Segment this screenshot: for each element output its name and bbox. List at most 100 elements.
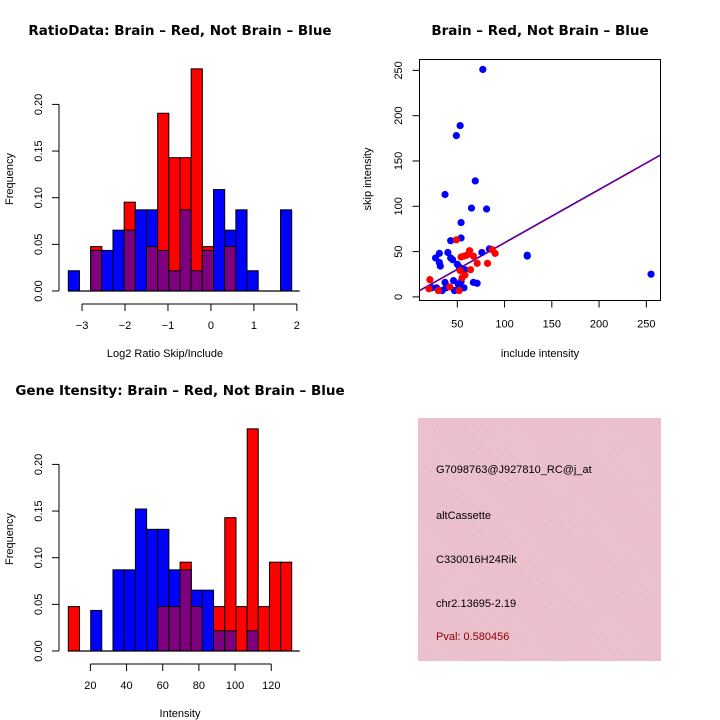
regression-line-brain [419,155,661,292]
scatter-point-not-brain [452,132,460,140]
ratio-hist-bar-overlap [179,209,192,292]
scatter-point-not-brain [473,279,481,287]
intensity-hist-bar-not-brain [146,528,159,652]
scatter-x-tick-label: 200 [590,319,608,331]
scatter-point-not-brain [457,218,465,227]
ratio-hist-bar-not-brain [280,209,293,292]
ratio-hist-bar-overlap [201,249,215,292]
intensity-hist-y-tick-label: 0.05 [33,594,45,615]
ratio-hist-y-tick-label: 0.05 [33,234,45,255]
intensity-hist-x-tick-label: 120 [262,680,280,692]
ratio-hist-bar-not-brain [112,229,125,292]
scatter-point-brain [461,271,469,279]
intensity-hist-x-tick-label: 100 [226,680,244,692]
scatter-x-tick-label: 100 [495,319,513,331]
intensity-hist-x-tick-label: 80 [193,680,205,692]
scatter-frame [419,59,661,301]
ratio-hist-bar-overlap [224,246,237,292]
ratio-hist-x-tick-label: −1 [162,320,175,332]
ratio-hist-bar-overlap [90,249,103,292]
scatter-y-tick-label: 250 [393,61,405,79]
scatter-point-brain [425,285,433,293]
intensity-hist-y-tick-label: 0.10 [33,547,45,568]
scatter-y-tick-label: 100 [393,197,405,215]
intensity-hist-bar-overlap [213,630,226,652]
scatter-point-not-brain [478,248,486,257]
ratio-hist-x-tick-label: −2 [119,320,132,332]
scatter-point-brain [473,259,481,267]
ratio-hist-y-tick-label: 0.20 [33,94,45,115]
scatter-point-brain [456,267,464,275]
scatter-point-brain [469,252,477,260]
scatter-y-tick-label: 150 [393,152,405,170]
intensity-hist-bar-brain [280,561,293,652]
ratio-hist-bar-not-brain [101,249,114,292]
intensity-hist-bar-overlap [157,606,170,652]
scatter-x-tick-label: 150 [543,319,561,331]
intensity-histogram-panel: Gene Itensity: Brain – Red, Not Brain – … [4,383,345,720]
intensity-hist-x-tick-label: 20 [84,680,96,692]
intensity-histogram-title: Gene Itensity: Brain – Red, Not Brain – … [15,383,344,399]
scatter-point-brain [452,236,460,244]
ratio-hist-x-tick-label: 2 [294,320,300,332]
intensity-hist-x-tick-label: 40 [120,680,132,692]
probe-info-panel: G7098763@J927810_RC@j_at altCassette C33… [418,418,661,661]
ratio-hist-bar-not-brain [67,270,80,292]
scatter-point-not-brain [444,248,452,257]
intensity-hist-bar-not-brain [134,508,148,652]
scatter-y-tick-label: 200 [393,106,405,124]
intensity-hist-bar-brain [268,561,282,652]
intensity-hist-bar-overlap [246,630,259,652]
ratio-hist-bar-overlap [123,229,136,292]
ratio-hist-bar-overlap [168,270,181,292]
intensity-hist-bar-overlap [190,606,203,652]
intensity-hist-bar-not-brain [201,589,215,652]
ratio-hist-y-tick-label: 0.00 [33,280,45,301]
intensity-hist-y-tick-label: 0.20 [33,454,45,475]
scatter-xlabel: include intensity [501,348,580,360]
ratio-hist-x-tick-label: 0 [208,320,214,332]
scatter-point-not-brain [448,256,457,264]
scatter-x-tick-label: 250 [637,319,655,331]
scatter-point-not-brain [447,237,455,245]
scatter-point-brain [434,286,443,295]
ratio-histogram-title: RatioData: Brain – Red, Not Brain – Blue [28,23,331,39]
scatter-point-brain [455,286,463,295]
ratio-hist-x-tick-label: −3 [76,320,89,332]
scatter-point-not-brain [436,262,444,270]
intensity-hist-bar-not-brain [123,569,136,652]
scatter-y-tick-label: 0 [393,294,405,300]
ratio-hist-bar-overlap [157,249,170,292]
regression-line-not-brain [419,154,661,291]
scatter-point-not-brain [479,65,487,74]
ratio-hist-bar-overlap [145,246,159,292]
ratio-hist-y-tick-label: 0.15 [33,140,45,161]
intensity-hist-bar-overlap [179,569,192,652]
intensity-hist-bar-overlap [168,606,181,652]
intensity-hist-bar-not-brain [112,569,125,652]
intensity-histogram-xlabel: Intensity [160,708,201,720]
intensity-hist-bar-brain [67,606,81,652]
ratio-hist-bar-not-brain [213,189,226,292]
ratio-hist-bar-not-brain [134,209,147,292]
ratio-histogram-xlabel: Log2 Ratio Skip/Include [107,348,223,360]
intensity-hist-bar-brain [235,606,248,652]
genomic-location: chr2.13695-2.19 [436,598,517,610]
ratio-histogram-ylabel: Frequency [4,153,16,205]
scatter-point-not-brain [441,190,449,199]
probe-id: G7098763@J927810_RC@j_at [436,464,592,476]
ratio-hist-bar-not-brain [235,209,248,292]
scatter-panel: Brain – Red, Not Brain – Blue include in… [362,23,661,360]
ratio-hist-bar-not-brain [246,270,259,292]
scatter-title: Brain – Red, Not Brain – Blue [431,23,648,39]
event-type: altCassette [436,510,492,522]
scatter-ylabel: skip intensity [362,147,374,210]
scatter-point-not-brain [483,205,491,213]
scatter-point-brain [463,251,471,259]
scatter-point-brain [466,266,475,274]
scatter-point-brain [446,283,454,291]
gene-name: C330016H24Rik [436,554,517,566]
scatter-point-not-brain [471,177,479,185]
intensity-hist-bar-overlap [224,630,237,652]
